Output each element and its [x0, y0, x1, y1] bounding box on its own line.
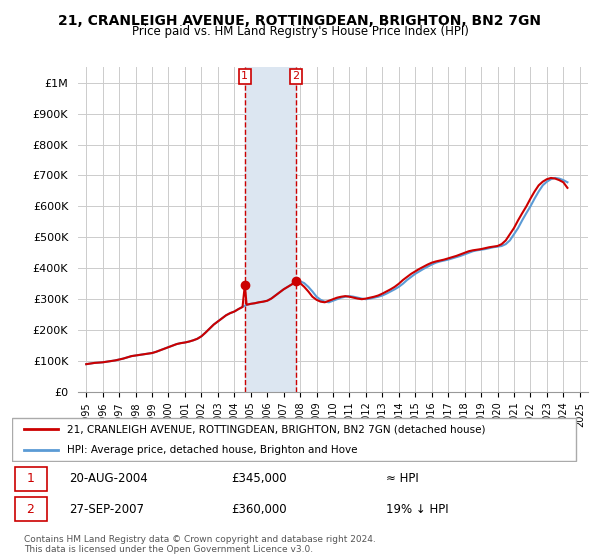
Text: 19% ↓ HPI: 19% ↓ HPI [386, 502, 449, 516]
Text: 21, CRANLEIGH AVENUE, ROTTINGDEAN, BRIGHTON, BN2 7GN: 21, CRANLEIGH AVENUE, ROTTINGDEAN, BRIGH… [59, 14, 542, 28]
Text: 20-AUG-2004: 20-AUG-2004 [70, 472, 148, 486]
FancyBboxPatch shape [12, 418, 577, 461]
FancyBboxPatch shape [15, 497, 47, 521]
FancyBboxPatch shape [15, 466, 47, 491]
Text: 1: 1 [241, 72, 248, 82]
Text: HPI: Average price, detached house, Brighton and Hove: HPI: Average price, detached house, Brig… [67, 445, 357, 455]
Text: £360,000: £360,000 [231, 502, 287, 516]
Text: 1: 1 [26, 472, 34, 486]
Text: 27-SEP-2007: 27-SEP-2007 [70, 502, 145, 516]
Text: 21, CRANLEIGH AVENUE, ROTTINGDEAN, BRIGHTON, BN2 7GN (detached house): 21, CRANLEIGH AVENUE, ROTTINGDEAN, BRIGH… [67, 424, 485, 435]
Text: ≈ HPI: ≈ HPI [386, 472, 419, 486]
Text: Price paid vs. HM Land Registry's House Price Index (HPI): Price paid vs. HM Land Registry's House … [131, 25, 469, 38]
Text: 2: 2 [26, 502, 34, 516]
Bar [245, 67, 296, 392]
Text: £345,000: £345,000 [231, 472, 287, 486]
Text: Contains HM Land Registry data © Crown copyright and database right 2024.
This d: Contains HM Land Registry data © Crown c… [24, 535, 376, 554]
Text: 2: 2 [292, 72, 299, 82]
